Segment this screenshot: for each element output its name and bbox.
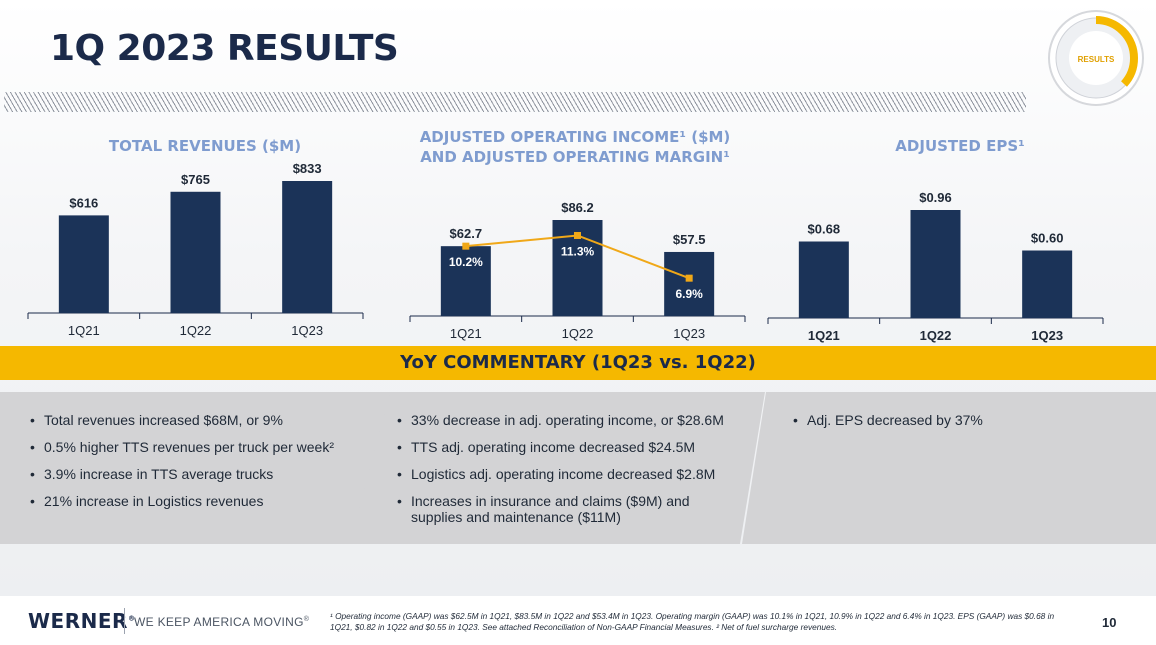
list-item: 0.5% higher TTS revenues per truck per w… [30, 439, 360, 455]
data-label: $86.2 [561, 200, 594, 215]
data-label: $0.60 [1031, 231, 1064, 246]
data-label: $0.68 [808, 222, 841, 237]
data-label: $616 [69, 195, 98, 210]
margin-label: 10.2% [449, 255, 483, 269]
list-item: 33% decrease in adj. operating income, o… [397, 412, 742, 428]
tick-label-1q22: 1Q22 [920, 328, 952, 343]
tick-label-1q23: 1Q23 [673, 326, 705, 341]
commentary-list-operating-income: 33% decrease in adj. operating income, o… [397, 412, 742, 536]
badge-center [1069, 31, 1123, 85]
tick-label-1q22: 1Q22 [180, 323, 212, 338]
commentary-list-eps: Adj. EPS decreased by 37% [793, 412, 1133, 439]
operating-income-chart: $62.7 1Q21 $86.2 1Q22 $57.5 1Q23 10.2% 11.3% 6.9… [409, 200, 746, 341]
operating-income-chart-title: ADJUSTED OPERATING INCOME¹ ($M) AND ADJU… [385, 127, 765, 167]
bar-1q21 [798, 241, 849, 318]
commentary-list-revenue: Total revenues increased $68M, or 9% 0.5… [30, 412, 360, 520]
margin-label: 11.3% [561, 244, 595, 258]
bar-1q22 [170, 191, 221, 313]
hatch-divider [4, 92, 1026, 112]
brand-divider [124, 608, 125, 634]
tick-label-1q22: 1Q22 [562, 326, 594, 341]
page-title: 1Q 2023 RESULTS [50, 28, 399, 69]
page-number: 10 [1102, 615, 1117, 630]
bar-1q23 [282, 181, 333, 313]
badge-label: RESULTS [1078, 55, 1115, 64]
list-item: TTS adj. operating income decreased $24.… [397, 439, 742, 455]
list-item: Increases in insurance and claims ($9M) … [397, 493, 742, 525]
revenue-chart-title: TOTAL REVENUES ($M) [108, 137, 302, 155]
data-label: $833 [293, 161, 322, 176]
list-item: Logistics adj. operating income decrease… [397, 466, 742, 482]
bar-1q22 [910, 210, 961, 318]
data-label: $765 [181, 172, 210, 187]
footer [0, 596, 1156, 645]
tagline-registered-mark: ® [303, 616, 310, 623]
list-item: Total revenues increased $68M, or 9% [30, 412, 360, 428]
data-label: $57.5 [673, 232, 706, 247]
operating-income-title-line1: ADJUSTED OPERATING INCOME¹ ($M) [419, 128, 731, 146]
tick-label-1q21: 1Q21 [808, 328, 840, 343]
operating-income-title-line2: AND ADJUSTED OPERATING MARGIN¹ [420, 148, 730, 166]
list-item: 21% increase in Logistics revenues [30, 493, 360, 509]
margin-marker [574, 231, 581, 239]
tick-label-1q21: 1Q21 [68, 323, 100, 338]
results-badge: RESULTS [1048, 10, 1144, 106]
revenue-chart: $616 1Q21 $765 1Q22 $833 1Q23 [27, 161, 364, 338]
brand-tagline: WE KEEP AMERICA MOVING® [134, 615, 309, 629]
badge-progress-arc [1095, 16, 1139, 87]
brand-name: WERNER [28, 609, 128, 633]
margin-marker [462, 242, 470, 250]
tick-label-1q23: 1Q23 [291, 323, 323, 338]
tagline-text: WE KEEP AMERICA MOVING [134, 615, 304, 629]
bar-1q21 [440, 246, 491, 316]
registered-mark: ® [127, 614, 136, 623]
margin-label: 6.9% [675, 287, 703, 301]
commentary-title: YoY COMMENTARY (1Q23 vs. 1Q22) [400, 352, 756, 373]
eps-chart-title: ADJUSTED EPS¹ [895, 137, 1025, 155]
data-label: $62.7 [450, 226, 483, 241]
bar-1q23 [1022, 250, 1073, 318]
commentary-band [0, 346, 1156, 380]
bar-1q21 [58, 215, 109, 313]
list-item: Adj. EPS decreased by 37% [793, 412, 1133, 428]
list-item: 3.9% increase in TTS average trucks [30, 466, 360, 482]
margin-marker [685, 274, 693, 282]
brand-logo: WERNER® [28, 609, 135, 633]
bar-1q23 [664, 251, 715, 316]
eps-chart: $0.68 1Q21 $0.96 1Q22 $0.60 1Q23 [767, 190, 1104, 343]
tick-label-1q21: 1Q21 [450, 326, 482, 341]
data-label: $0.96 [919, 190, 952, 205]
tick-label-1q23: 1Q23 [1031, 328, 1063, 343]
footnote: ¹ Operating income (GAAP) was $62.5M in … [330, 611, 1055, 632]
